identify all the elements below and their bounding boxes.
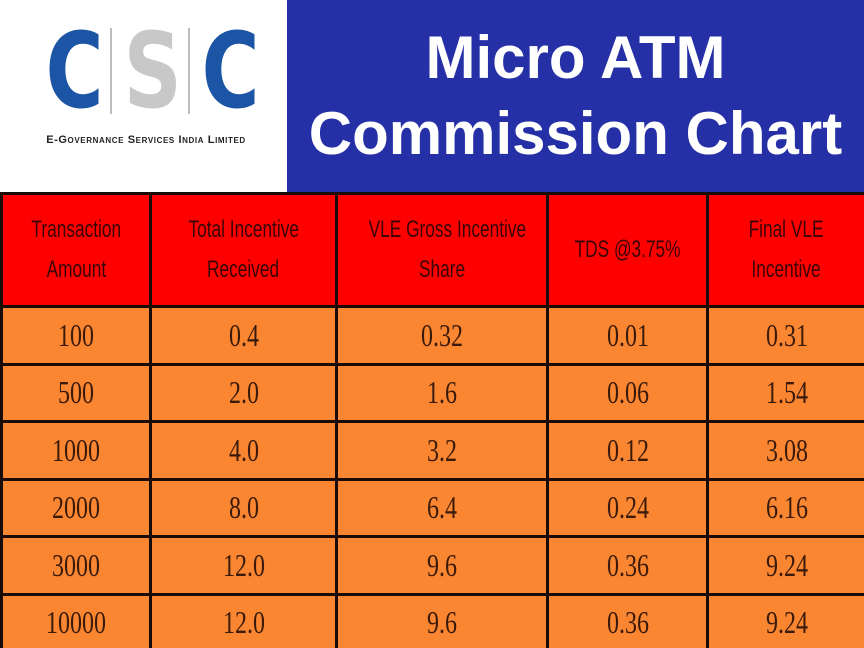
cell-final-vle-incentive: 3.08 [706,420,864,481]
cell-tds: 0.36 [546,592,709,648]
column-header-total-incentive: Total Incentive Received [149,192,338,308]
cell-transaction-amount: 10000 [0,592,152,648]
commission-table-container: Transaction Amount Total Incentive Recei… [0,192,864,648]
csc-logo-letters: C S C [38,28,262,114]
table-row: 2000 8.0 6.4 0.24 6.16 [0,477,864,538]
table-row: 3000 12.0 9.6 0.36 9.24 [0,535,864,596]
cell-tds: 0.24 [546,477,709,538]
page-title-line-2: Commission Chart [308,100,843,167]
cell-vle-gross-share: 6.4 [335,477,549,538]
cell-total-incentive: 8.0 [149,477,338,538]
cell-total-incentive: 12.0 [149,592,338,648]
cell-vle-gross-share: 1.6 [335,362,549,423]
cell-transaction-amount: 2000 [0,477,152,538]
cell-transaction-amount: 100 [0,305,152,366]
csc-logo: C S C E-Governance Services India Limite… [0,0,287,192]
cell-final-vle-incentive: 9.24 [706,592,864,648]
cell-total-incentive: 12.0 [149,535,338,596]
cell-final-vle-incentive: 1.54 [706,362,864,423]
cell-tds: 0.12 [546,420,709,481]
page-title-line-1: Micro ATM [425,24,726,91]
cell-tds: 0.01 [546,305,709,366]
cell-vle-gross-share: 0.32 [335,305,549,366]
cell-tds: 0.36 [546,535,709,596]
cell-transaction-amount: 500 [0,362,152,423]
cell-final-vle-incentive: 9.24 [706,535,864,596]
logo-divider [188,28,190,114]
table-row: 100 0.4 0.32 0.01 0.31 [0,305,864,366]
table-header-row: Transaction Amount Total Incentive Recei… [0,192,864,308]
cell-total-incentive: 0.4 [149,305,338,366]
column-header-tds: TDS @3.75% [546,192,709,308]
cell-total-incentive: 4.0 [149,420,338,481]
cell-transaction-amount: 1000 [0,420,152,481]
cell-final-vle-incentive: 0.31 [706,305,864,366]
column-header-vle-gross-share: VLE Gross Incentive Share [335,192,549,308]
cell-total-incentive: 2.0 [149,362,338,423]
cell-vle-gross-share: 9.6 [335,592,549,648]
table-row: 1000 4.0 3.2 0.12 3.08 [0,420,864,481]
cell-vle-gross-share: 9.6 [335,535,549,596]
column-header-transaction-amount: Transaction Amount [0,192,152,308]
table-row: 500 2.0 1.6 0.06 1.54 [0,362,864,423]
logo-divider [110,28,112,114]
column-header-final-vle-incentive: Final VLE Incentive [706,192,864,308]
logo-letter-c1: C [45,28,98,114]
logo-letter-c2: C [201,28,254,114]
table-row: 10000 12.0 9.6 0.36 9.24 [0,592,864,648]
cell-vle-gross-share: 3.2 [335,420,549,481]
cell-tds: 0.06 [546,362,709,423]
cell-final-vle-incentive: 6.16 [706,477,864,538]
logo-letter-s: S [123,28,177,114]
commission-table: Transaction Amount Total Incentive Recei… [0,192,864,648]
cell-transaction-amount: 3000 [0,535,152,596]
title-banner: Micro ATM Commission Chart [287,0,864,192]
logo-tagline: E-Governance Services India Limited [46,134,246,146]
